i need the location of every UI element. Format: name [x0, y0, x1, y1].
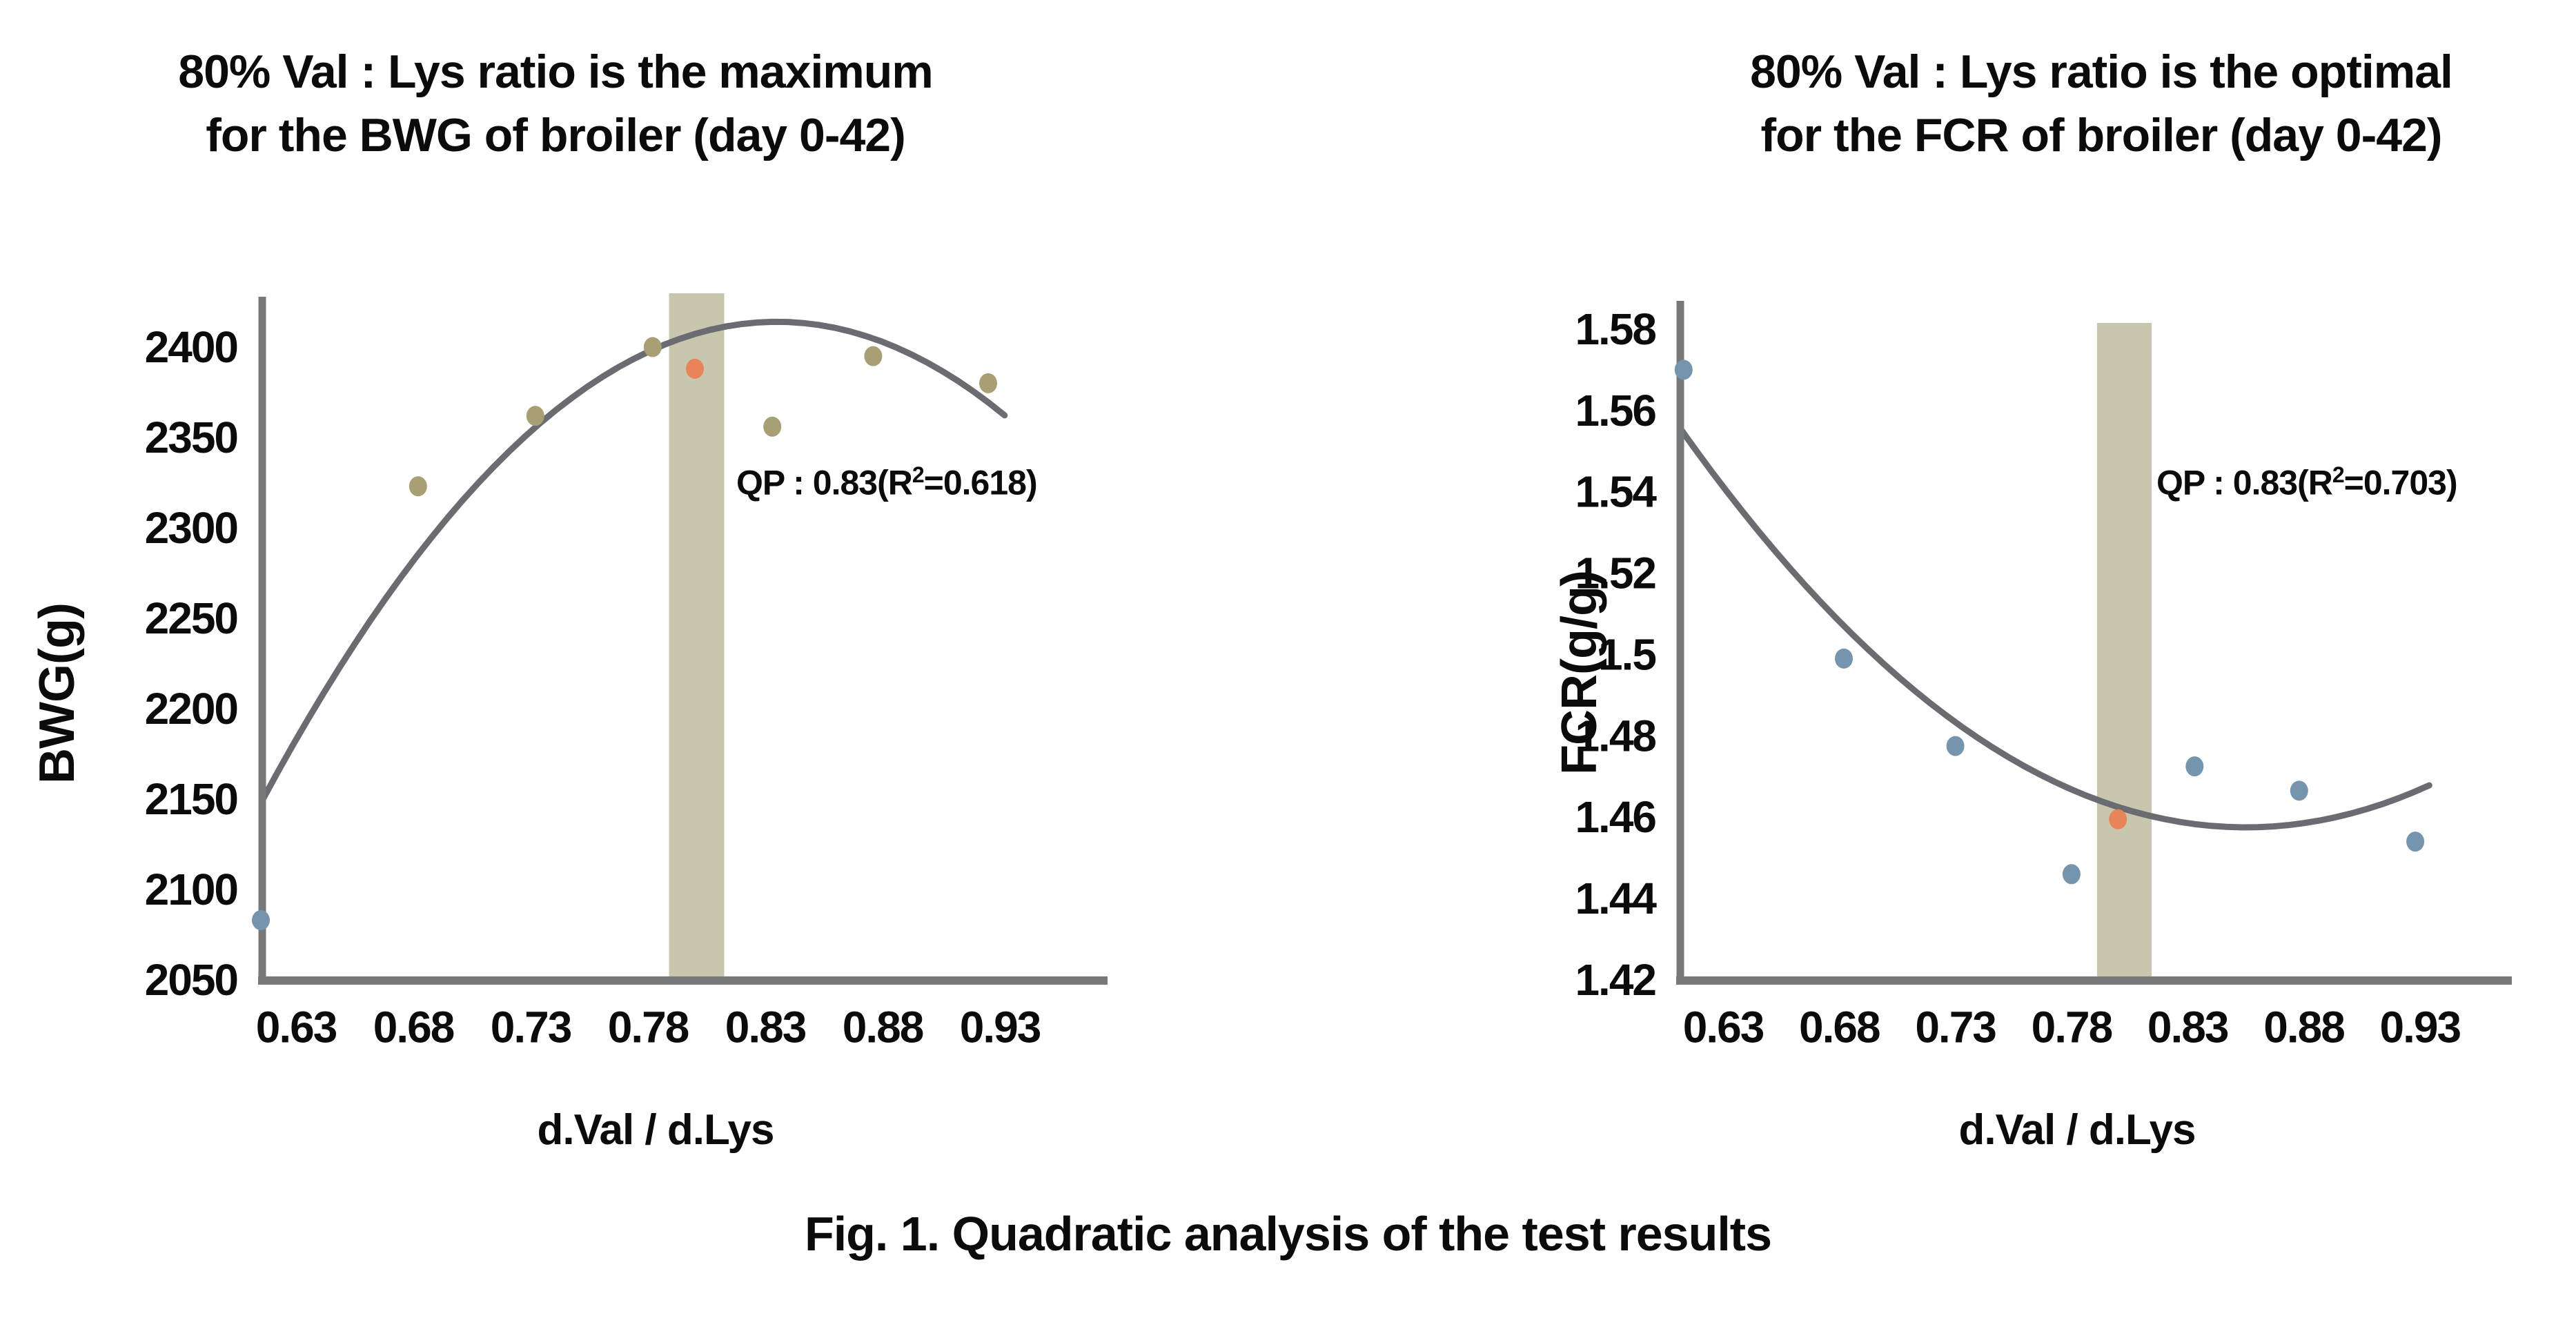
fcr-chart-plot: 0.63 0.68 0.73 0.78 0.83 0.88 0.93 1.58 1.56 1.54… — [1575, 301, 2512, 1052]
data-point — [2185, 756, 2204, 777]
y-tick-label: 1.52 — [1575, 549, 1655, 598]
y-tick-label: 2350 — [145, 413, 237, 462]
x-tick-label: 0.68 — [1799, 1002, 1880, 1052]
bwg-x-axis-label: d.Val / d.Lys — [537, 1106, 774, 1154]
fcr-chart-title-line1: 80% Val : Lys ratio is the optimal — [1750, 46, 2453, 98]
fit-curve — [1678, 426, 2432, 831]
y-tick-label: 2300 — [145, 503, 237, 553]
x-tick-label: 0.88 — [2263, 1002, 2344, 1052]
data-point — [1835, 648, 1853, 669]
x-tick-label: 0.93 — [960, 1002, 1041, 1052]
data-point — [2062, 864, 2081, 885]
x-tick-label: 0.93 — [2380, 1002, 2461, 1052]
y-tick-label: 1.5 — [1598, 630, 1655, 680]
superscript-2: 2 — [912, 462, 925, 487]
fcr-qp-annotation: QP : 0.83(R2=0.703) — [2156, 462, 2458, 502]
x-tick-label: 0.78 — [2032, 1002, 2112, 1052]
data-point — [979, 373, 997, 393]
optimum-point — [2109, 809, 2127, 829]
x-tick-label: 0.63 — [1683, 1002, 1764, 1052]
optimum-band — [2096, 323, 2152, 976]
y-tick-label: 2100 — [145, 865, 237, 914]
y-tick-label: 1.46 — [1575, 792, 1655, 842]
fcr-chart-title-line2: for the FCR of broiler (day 0-42) — [1760, 109, 2442, 161]
figure-caption: Fig. 1. Quadratic analysis of the test r… — [804, 1207, 1772, 1261]
y-tick-label: 2250 — [145, 593, 237, 643]
data-point — [643, 337, 662, 357]
bwg-chart-title: 80% Val : Lys ratio is the maximum for t… — [90, 40, 1021, 167]
data-point — [2290, 780, 2308, 801]
bwg-chart-plot: 0.63 0.68 0.73 0.78 0.83 0.88 0.93 2400 2350 2300… — [145, 293, 1108, 1052]
bwg-y-axis-label: BWG(g) — [30, 603, 85, 784]
x-tick-label: 0.83 — [2147, 1002, 2228, 1052]
y-tick-label: 1.48 — [1575, 711, 1655, 760]
y-tick-label: 2200 — [145, 684, 237, 734]
superscript-2: 2 — [2332, 462, 2345, 487]
x-tick-label: 0.78 — [608, 1002, 689, 1052]
data-point — [763, 416, 782, 437]
x-tick-label: 0.88 — [843, 1002, 923, 1052]
bwg-chart-title-line2: for the BWG of broiler (day 0-42) — [206, 109, 906, 161]
y-tick-label: 2050 — [145, 955, 237, 1005]
data-point — [526, 406, 544, 426]
data-point — [864, 346, 883, 366]
fcr-chart-title: 80% Val : Lys ratio is the optimal for t… — [1635, 40, 2567, 167]
fcr-x-axis-label: d.Val / d.Lys — [1958, 1106, 2196, 1154]
x-tick-label: 0.83 — [725, 1002, 806, 1052]
x-tick-label: 0.73 — [491, 1002, 571, 1052]
data-point — [2406, 832, 2425, 852]
x-tick-label: 0.73 — [1915, 1002, 1996, 1052]
optimum-point — [686, 358, 704, 379]
bwg-qp-annotation: QP : 0.83(R2=0.618) — [736, 462, 1038, 502]
y-tick-label: 2150 — [145, 774, 237, 824]
data-point — [252, 910, 270, 930]
y-tick-label: 1.42 — [1575, 955, 1655, 1005]
y-tick-label: 2400 — [145, 322, 237, 372]
bwg-chart-title-line1: 80% Val : Lys ratio is the maximum — [178, 46, 933, 98]
y-tick-label: 1.54 — [1575, 467, 1657, 517]
y-tick-label: 1.58 — [1575, 304, 1655, 354]
fcr-y-axis-label: FCR(g/g) — [1552, 571, 1607, 775]
x-tick-label: 0.68 — [373, 1002, 454, 1052]
data-point — [409, 476, 427, 497]
data-point — [1946, 736, 1965, 756]
optimum-band — [669, 293, 725, 976]
y-tick-label: 1.56 — [1575, 386, 1655, 435]
fit-curve — [259, 318, 1008, 805]
x-tick-label: 0.63 — [256, 1002, 337, 1052]
data-point — [1674, 360, 1693, 380]
y-tick-label: 1.44 — [1575, 874, 1657, 923]
